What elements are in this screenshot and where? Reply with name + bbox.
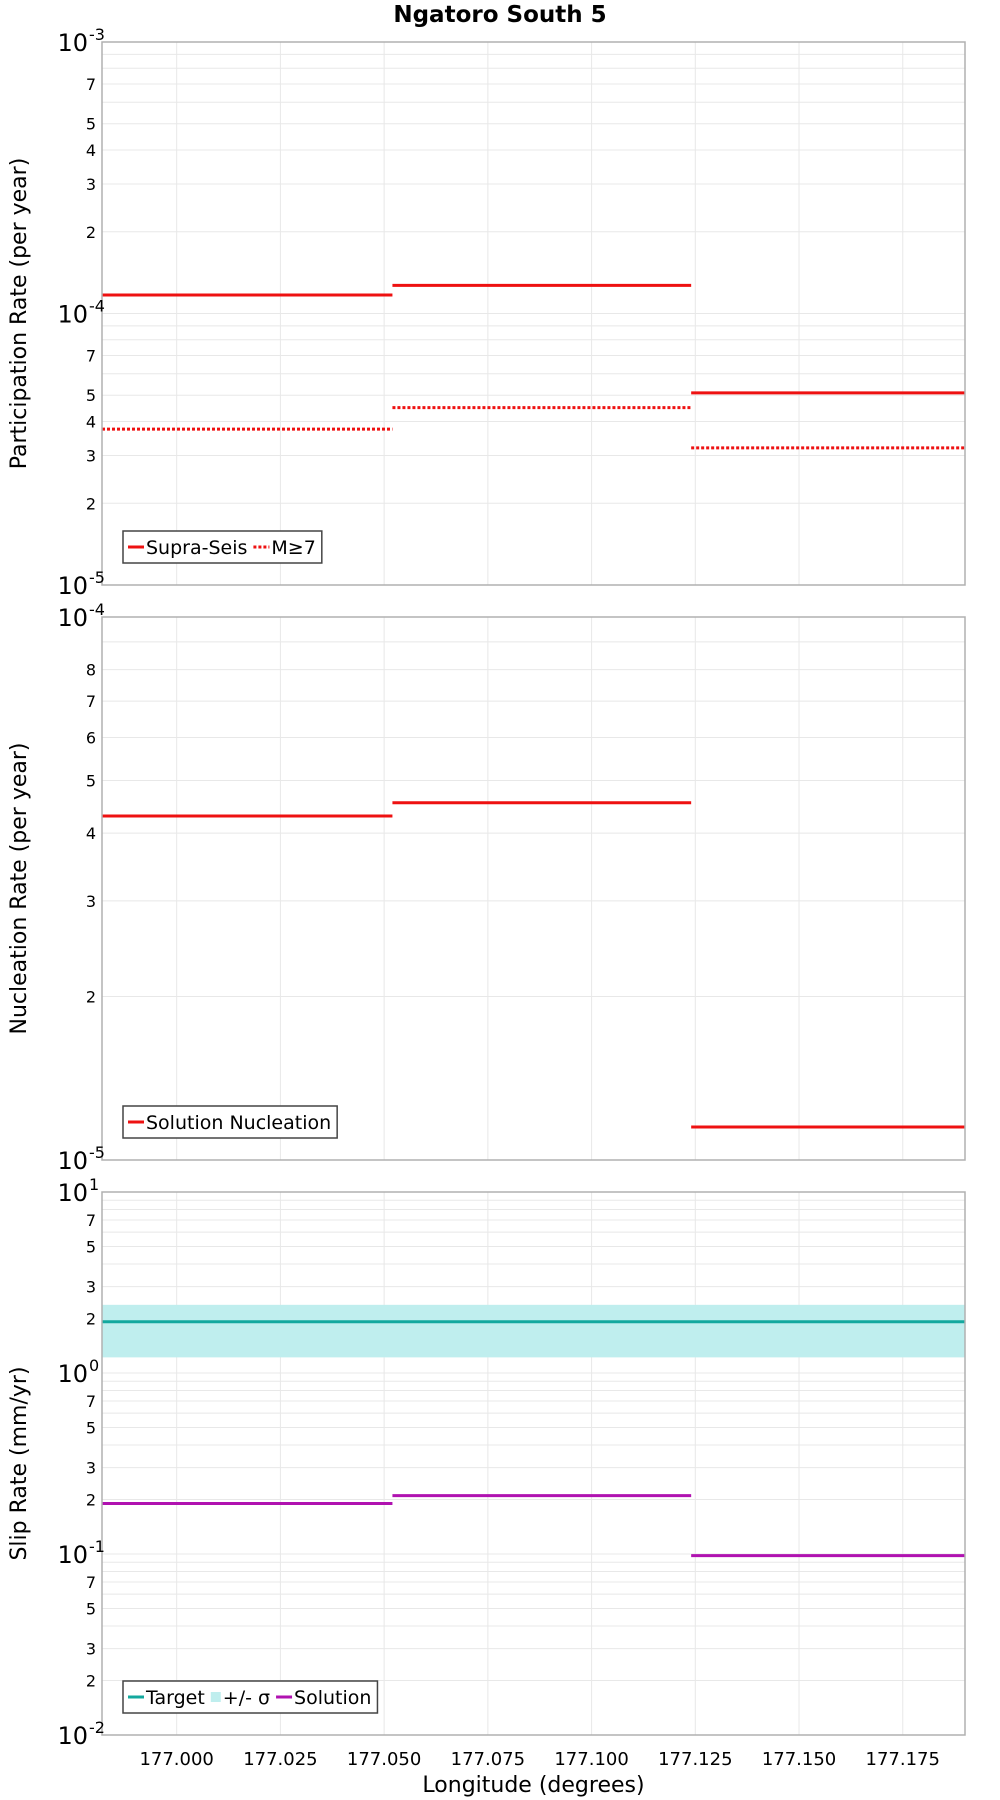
y-tick-label-minor: 4 [86, 141, 96, 160]
legend-box [122, 530, 323, 564]
y-tick-label-major: 10 [57, 604, 88, 632]
x-tick-label: 177.175 [866, 1749, 940, 1770]
y-tick-exponent: -3 [89, 25, 105, 44]
y-tick-label-minor: 7 [86, 692, 96, 711]
y-tick-label-minor: 2 [86, 223, 96, 242]
y-tick-label-minor: 2 [86, 988, 96, 1007]
y-tick-label-major: 10 [57, 572, 88, 600]
plot-frame [101, 616, 966, 1161]
y-tick-label-minor: 4 [86, 413, 96, 432]
x-tick-label: 177.125 [658, 1749, 732, 1770]
legend-label-supra-seis: Supra-Seis [146, 537, 247, 559]
y-tick-exponent: -4 [89, 297, 105, 316]
x-tick-label: 177.075 [451, 1749, 525, 1770]
y-tick-label-minor: 2 [86, 494, 96, 513]
y-tick-label-minor: 5 [86, 1237, 96, 1256]
plot-frame [101, 41, 966, 586]
y-tick-exponent: -2 [89, 1718, 105, 1737]
plot-frame [101, 1191, 966, 1736]
y-tick-label-minor: 3 [86, 446, 96, 465]
y-axis-label: Nucleation Rate (per year) [7, 743, 32, 1035]
y-tick-exponent: 0 [89, 1356, 99, 1375]
y-tick-exponent: -5 [89, 568, 105, 587]
y-tick-label-minor: 5 [86, 771, 96, 790]
y-tick-label-minor: 5 [86, 115, 96, 134]
legend-label--: +/- σ [223, 1687, 270, 1709]
legend-label-solution: Solution [294, 1687, 371, 1709]
plot-area [102, 617, 965, 1160]
y-tick-label-minor: 3 [86, 175, 96, 194]
y-tick-label-major: 10 [57, 301, 88, 329]
y-tick-label-minor: 7 [86, 1573, 96, 1592]
legend-participation: Supra-Seis M≥7 [122, 530, 323, 564]
y-tick-label-minor: 7 [86, 1392, 96, 1411]
y-tick-label-major: 10 [57, 1541, 88, 1569]
y-tick-label-minor: 5 [86, 1599, 96, 1618]
y-tick-label-minor: 3 [86, 892, 96, 911]
y-tick-label-major: 10 [57, 1147, 88, 1175]
y-tick-exponent: -5 [89, 1143, 105, 1162]
y-tick-exponent: 1 [89, 1175, 99, 1194]
sigma-band [102, 1304, 965, 1358]
y-tick-label-major: 10 [57, 29, 88, 57]
chart-title: Ngatoro South 5 [393, 2, 606, 28]
y-tick-label-minor: 3 [86, 1278, 96, 1297]
y-axis-label: Participation Rate (per year) [7, 158, 32, 470]
y-tick-exponent: -4 [89, 600, 105, 619]
legend-label-m-7: M≥7 [271, 537, 315, 559]
y-tick-label-minor: 5 [86, 1418, 96, 1437]
y-tick-label-minor: 2 [86, 1310, 96, 1329]
legend-nucleation: Solution Nucleation [122, 1105, 338, 1139]
x-tick-label: 177.050 [347, 1749, 421, 1770]
y-tick-label-minor: 7 [86, 75, 96, 94]
y-tick-label-major: 10 [57, 1179, 88, 1207]
plot-area [102, 1192, 965, 1735]
y-tick-label-minor: 2 [86, 1672, 96, 1691]
y-tick-label-minor: 3 [86, 1640, 96, 1659]
y-tick-label-minor: 7 [86, 1211, 96, 1230]
y-tick-label-major: 10 [57, 1360, 88, 1388]
y-tick-label-minor: 6 [86, 728, 96, 747]
legend-box [122, 1105, 338, 1139]
x-tick-label: 177.025 [243, 1749, 317, 1770]
legend-label-solution-nucleation: Solution Nucleation [146, 1112, 331, 1134]
y-tick-label-major: 10 [57, 1722, 88, 1750]
y-axis-label: Slip Rate (mm/yr) [7, 1366, 32, 1560]
x-tick-label: 177.100 [554, 1749, 628, 1770]
y-tick-label-minor: 4 [86, 824, 96, 843]
y-tick-exponent: -1 [89, 1537, 105, 1556]
y-tick-label-minor: 3 [86, 1459, 96, 1478]
y-tick-label-minor: 8 [86, 661, 96, 680]
x-tick-label: 177.150 [762, 1749, 836, 1770]
legend-swatch-band [210, 1692, 221, 1702]
y-tick-label-minor: 5 [86, 386, 96, 405]
legend-label-target: Target [145, 1687, 205, 1709]
legend-slip: Target +/- σ Solution [122, 1680, 379, 1714]
x-axis-label: Longitude (degrees) [422, 1773, 644, 1798]
y-tick-label-minor: 2 [86, 1491, 96, 1510]
y-tick-label-minor: 7 [86, 347, 96, 366]
legend-box [122, 1680, 379, 1714]
x-tick-label: 177.000 [139, 1749, 213, 1770]
